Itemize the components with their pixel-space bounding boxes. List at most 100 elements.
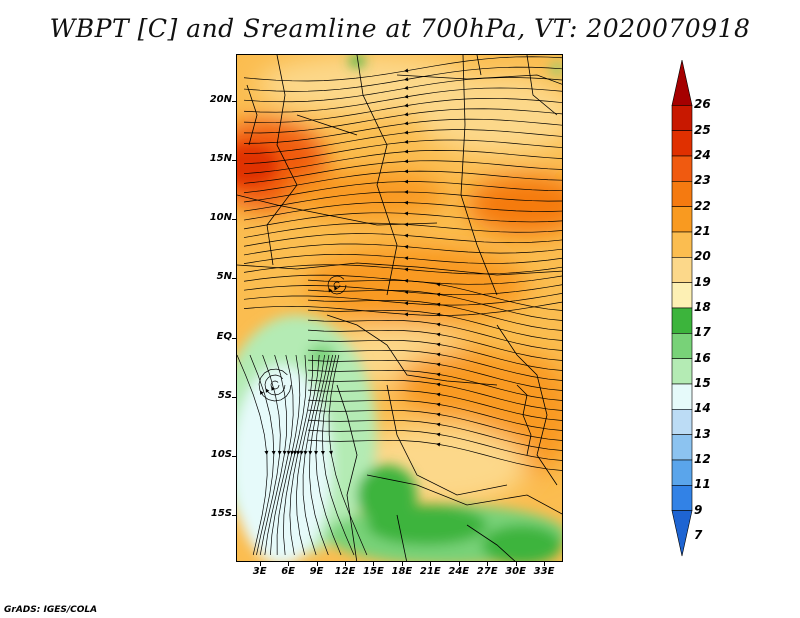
streamline	[276, 354, 301, 556]
colorbar-segment	[671, 60, 693, 106]
streamline-arrow	[436, 412, 441, 417]
streamline	[264, 374, 286, 396]
border-line	[246, 84, 258, 146]
lon-tick-mark	[373, 562, 375, 566]
lon-tick-label: 18E	[391, 566, 413, 577]
border-line	[466, 524, 516, 561]
colorbar-segment	[671, 434, 693, 461]
border-line	[386, 384, 508, 496]
streamline-arrow	[404, 77, 409, 82]
colorbar-label: 15	[694, 376, 711, 390]
lon-tick-mark	[401, 562, 403, 566]
streamline-arrow	[404, 233, 409, 238]
streamline-arrow	[404, 139, 409, 144]
streamline	[258, 368, 292, 402]
lat-tick-label: 20N	[209, 94, 232, 106]
streamline	[243, 108, 562, 134]
streamline-arrow	[328, 288, 333, 293]
streamline-arrow	[308, 450, 313, 455]
streamline-arrow	[277, 450, 282, 455]
wbpt-shading	[237, 55, 562, 561]
streamline-arrow	[404, 301, 409, 306]
streamline-arrow	[303, 450, 308, 455]
colorbar-label: 17	[694, 325, 711, 340]
streamline-arrow	[436, 332, 441, 337]
lat-tick-mark	[232, 514, 237, 516]
colorbar-segment	[671, 206, 693, 233]
streamline-arrow	[264, 450, 269, 455]
streamline-arrow	[436, 442, 441, 447]
lat-tick-label: 5N	[216, 271, 232, 283]
lat-tick-mark	[232, 160, 237, 162]
colorbar-label: 16	[694, 350, 711, 365]
streamline-arrow	[404, 222, 409, 227]
streamline-arrow	[271, 450, 276, 455]
streamline-arrow	[265, 388, 270, 393]
streamline-arrow	[290, 450, 295, 455]
lat-tick-label: 15S	[210, 507, 232, 519]
lat-tick-mark	[232, 455, 237, 457]
country-borders	[237, 55, 562, 561]
border-line	[336, 384, 358, 561]
streamline	[243, 253, 562, 264]
lon-tick-mark	[288, 562, 290, 566]
lon-tick-mark	[544, 562, 546, 566]
streamline-arrow	[286, 450, 291, 455]
lon-tick-label: 3E	[252, 566, 267, 577]
streamline-arrow	[404, 103, 409, 108]
streamline-arrow	[436, 362, 441, 367]
streamline	[333, 281, 341, 289]
border-line	[366, 474, 562, 515]
streamline	[243, 87, 562, 113]
streamline	[270, 354, 294, 556]
streamline	[243, 66, 562, 92]
streamline	[289, 354, 314, 556]
streamline-arrow	[436, 282, 441, 287]
colorbar-segment	[671, 409, 693, 435]
colorbar-label: 21	[694, 224, 711, 238]
colorbar-label: 13	[694, 426, 711, 441]
colorbar-segment	[671, 485, 693, 511]
colorbar-label: 22	[694, 198, 711, 213]
streamline-arrow	[404, 267, 409, 272]
streamline-arrow	[320, 450, 325, 455]
colorbar-label: 18	[694, 300, 711, 314]
streamline-arrow	[436, 432, 441, 437]
streamline-arrow	[404, 179, 409, 184]
colorbar-segment	[671, 510, 693, 557]
streamline-arrow	[259, 390, 264, 395]
streamline	[243, 293, 562, 306]
colorbar-label: 23	[694, 173, 711, 188]
streamline-arrow	[404, 200, 409, 205]
streamline-arrow	[282, 450, 287, 455]
streamlines	[237, 56, 562, 556]
lat-tick-mark	[232, 337, 237, 339]
streamline-arrow	[436, 352, 441, 357]
streamline-arrow	[404, 211, 409, 216]
streamline	[243, 160, 562, 184]
credit-text: GrADS: IGES/COLA	[4, 605, 98, 615]
colorbar-segment	[671, 307, 693, 334]
streamline-arrow	[436, 322, 441, 327]
streamline	[296, 354, 320, 556]
streamline	[264, 354, 288, 556]
streamline-arrow	[404, 85, 409, 90]
colorbar-label: 20	[694, 249, 711, 264]
streamline-arrow	[436, 382, 441, 387]
colorbar-segment	[671, 358, 693, 385]
streamline-arrow	[404, 112, 409, 117]
streamline-arrow	[314, 450, 319, 455]
streamline-arrow	[404, 256, 409, 261]
colorbar	[671, 60, 693, 557]
border-line	[356, 55, 398, 296]
colorbar-segment	[671, 231, 693, 258]
lat-tick-label: 10N	[209, 212, 232, 224]
lon-tick-label: 33E	[533, 566, 555, 577]
lon-tick-mark	[458, 562, 460, 566]
lon-tick-label: 21E	[419, 566, 441, 577]
colorbar-label: 14	[694, 401, 711, 416]
streamline-arrow	[271, 386, 276, 391]
colorbar-segment	[671, 155, 693, 182]
streamline	[302, 354, 325, 556]
colorbar-segment	[671, 257, 693, 283]
